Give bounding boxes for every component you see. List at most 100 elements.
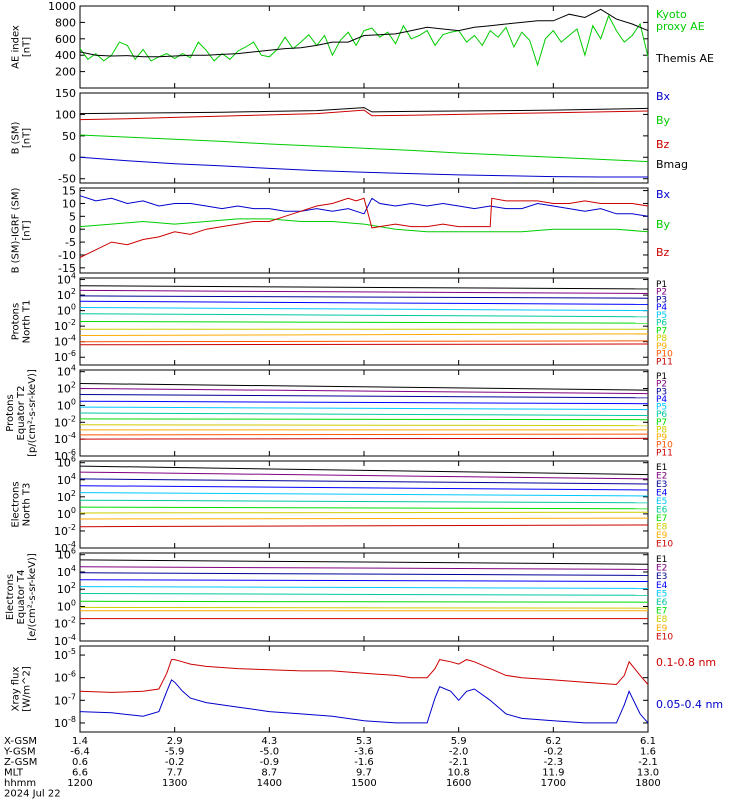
series-line <box>79 606 649 609</box>
y-axis-label: AE index [nT] <box>11 25 33 69</box>
y-tick-label: 10-2 <box>54 523 76 538</box>
panel-8: 10-8 10-7 10-6 10-5 Xray flux [W/m^2] 0.1-0.8 … <box>11 645 723 733</box>
y-tick-label: 102 <box>57 581 76 596</box>
legend-entry: P11 <box>656 357 673 367</box>
y-axis-label-line: [p/(cm²-s-sr-keV)] <box>27 369 38 457</box>
ephemeris-value: 1400 <box>257 778 282 789</box>
series-line <box>79 14 649 67</box>
series-line <box>79 499 649 504</box>
y-tick-label: -15 <box>58 262 76 275</box>
legend-entry: E3 <box>656 480 667 490</box>
series-line <box>79 506 649 510</box>
ephemeris-table: X-GSM 1.4 2.9 4.3 5.3 5.9 6.2 6.1Y-GSM -6.4 -5.9-… <box>3 736 661 800</box>
legend-entry: P1 <box>656 372 667 382</box>
y-axis-label-line: Xray flux <box>11 667 22 712</box>
ephemeris-value: 4.3 <box>261 736 277 747</box>
series-line <box>79 340 649 343</box>
y-tick-label: 100 <box>57 598 76 613</box>
ephemeris-row-label: Z-GSM <box>4 757 37 768</box>
y-tick-label: 100 <box>55 108 76 121</box>
y-tick-label: 102 <box>57 381 76 396</box>
ephemeris-value: -2.0 <box>449 747 469 758</box>
y-axis-label-line: North T3 <box>22 483 33 527</box>
legend-entry: 0.1-0.8 nm <box>656 656 716 669</box>
panel-frame <box>79 460 649 549</box>
y-tick-label: 10-4 <box>54 334 76 349</box>
legend-entry: P9 <box>656 342 667 352</box>
y-tick-label: 200 <box>55 66 76 79</box>
panel-frame <box>79 92 649 184</box>
ephemeris-value: -5.9 <box>165 747 185 758</box>
y-tick-label: -10 <box>58 249 76 262</box>
y-tick-label: 0 <box>69 151 76 164</box>
legend-entry: P10 <box>656 350 673 360</box>
y-axis-label-line: AE index <box>11 25 22 69</box>
legend-entry: E10 <box>656 632 673 642</box>
ephemeris-value: -5.0 <box>260 747 280 758</box>
series-line <box>79 524 649 528</box>
legend-entry: E1 <box>656 463 667 473</box>
ephemeris-value: 13.0 <box>637 768 659 779</box>
ephemeris-value: 6.1 <box>640 736 656 747</box>
legend-entry: E7 <box>656 514 667 524</box>
legend-entry: Bx <box>656 188 671 201</box>
legend-entry: E9 <box>656 531 668 541</box>
y-tick-label: 10-6 <box>54 349 76 364</box>
series-line <box>79 412 649 416</box>
series-line <box>79 511 649 514</box>
series-line <box>79 333 649 336</box>
series-line <box>79 313 649 318</box>
legend-entry: P6 <box>656 410 667 420</box>
ephemeris-value: 1300 <box>162 778 187 789</box>
y-axis-label-line: Electrons <box>5 574 16 620</box>
ephemeris-value: 1800 <box>635 778 660 789</box>
y-tick-label: 100 <box>57 303 76 318</box>
legend-entry: Bz <box>656 138 670 151</box>
series-line <box>79 388 649 395</box>
y-axis-label: Electrons Equator T4 [e/(cm²-s-sr-keV)] <box>5 553 38 641</box>
y-axis-label-line: Electrons <box>11 481 22 527</box>
y-tick-label: 102 <box>57 287 76 302</box>
y-axis-label-line: [e/(cm²-s-sr-keV)] <box>27 553 38 641</box>
y-axis-label: Electrons North T3 <box>11 481 33 527</box>
y-axis-label: Protons North T1 <box>11 300 33 344</box>
y-tick-label: 10-8 <box>54 715 76 730</box>
series-line <box>79 517 649 520</box>
legend-entry: E6 <box>656 506 668 516</box>
series-line <box>79 572 649 576</box>
y-tick-label: 102 <box>57 489 76 504</box>
legend-entry: E2 <box>656 472 667 482</box>
y-tick-label: 10-5 <box>54 647 76 662</box>
y-axis-label-line: Equator T2 <box>16 386 27 441</box>
series-line <box>79 492 649 497</box>
ephemeris-value: 2.9 <box>167 736 183 747</box>
legend-entry: P6 <box>656 319 667 329</box>
series-line <box>79 307 649 312</box>
series-line <box>79 300 649 305</box>
series-line <box>79 579 649 582</box>
legend-entry: E5 <box>656 497 667 507</box>
ephemeris-row-label: MLT <box>4 768 24 779</box>
y-axis-label: Protons Equator T2 [p/(cm²-s-sr-keV)] <box>5 369 38 457</box>
panel-frame <box>79 5 649 89</box>
y-tick-label: 150 <box>55 87 76 100</box>
series-line <box>79 659 649 693</box>
series-line <box>79 600 649 603</box>
y-axis-label: Xray flux [W/m^2] <box>11 666 33 712</box>
legend-entry: Bx <box>656 90 671 103</box>
series-line <box>79 134 649 163</box>
ephemeris-value: -2.1 <box>638 757 658 768</box>
series-line <box>79 285 649 290</box>
legend-entry: P4 <box>656 395 667 405</box>
ephemeris-value: 1600 <box>446 778 471 789</box>
legend-entry: E2 <box>656 564 667 574</box>
panel-frame <box>79 187 649 274</box>
legend-entry: P11 <box>656 448 673 458</box>
series-line <box>79 218 649 233</box>
series-line <box>79 418 649 421</box>
series-line <box>79 109 649 121</box>
legend-entry: Kyoto <box>656 8 687 21</box>
